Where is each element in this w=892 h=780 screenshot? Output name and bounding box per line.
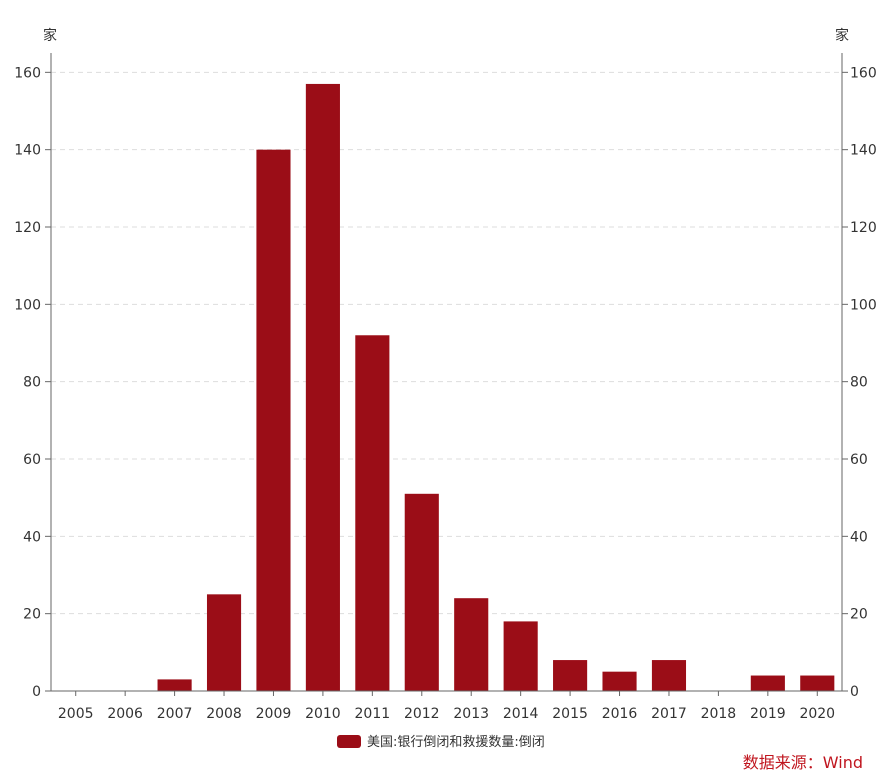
grid-lines: [51, 71, 842, 615]
y-tick-label-left: 60: [23, 452, 41, 468]
x-tick-label: 2005: [58, 706, 94, 722]
x-tick-label: 2014: [503, 706, 539, 722]
legend: 美国:银行倒闭和救援数量:倒闭: [337, 734, 545, 750]
bar-2009: [256, 149, 291, 691]
bar-2020: [800, 675, 835, 691]
y-tick-label-left: 100: [14, 297, 41, 313]
x-tick-label: 2007: [157, 706, 193, 722]
x-tick-label: 2018: [701, 706, 737, 722]
y-tick-label-right: 20: [850, 607, 868, 623]
x-tick-label: 2016: [602, 706, 638, 722]
y-tick-label-right: 40: [850, 529, 868, 545]
bar-2011: [355, 335, 390, 691]
y-tick-label-right: 60: [850, 452, 868, 468]
bar-2019: [750, 675, 785, 691]
y-axis-unit-right: 家: [835, 27, 849, 44]
bar-2008: [206, 594, 242, 691]
bar-2012: [404, 493, 439, 691]
y-tick-label-left: 20: [23, 607, 41, 623]
bar-2015: [553, 660, 588, 691]
y-tick-label-left: 0: [32, 684, 41, 700]
x-tick-label: 2020: [799, 706, 835, 722]
bar-2010: [305, 83, 340, 691]
bars: [157, 83, 835, 691]
x-tick-label: 2010: [305, 706, 341, 722]
y-tick-label-left: 140: [14, 143, 41, 159]
bar-2013: [454, 598, 489, 691]
x-tick-label: 2013: [453, 706, 489, 722]
data-source-note: 数据来源：Wind: [742, 753, 863, 772]
x-tick-label: 2008: [206, 706, 242, 722]
y-tick-label-left: 160: [14, 65, 41, 81]
y-tick-label-right: 120: [850, 220, 877, 236]
y-tick-label-right: 0: [850, 684, 859, 700]
bar-2007: [157, 679, 192, 691]
x-tick-label: 2019: [750, 706, 786, 722]
x-tick-label: 2015: [552, 706, 588, 722]
x-tick-label: 2012: [404, 706, 440, 722]
x-tick-label: 2011: [355, 706, 391, 722]
y-tick-label-right: 140: [850, 143, 877, 159]
x-tick-label: 2009: [256, 706, 292, 722]
legend-label: 美国:银行倒闭和救援数量:倒闭: [367, 734, 545, 750]
x-tick-label: 2017: [651, 706, 687, 722]
bar-2016: [602, 671, 637, 691]
y-tick-label-right: 100: [850, 297, 877, 313]
legend-swatch: [337, 735, 361, 748]
y-tick-label-right: 160: [850, 65, 877, 81]
x-tick-label: 2006: [107, 706, 143, 722]
bar-2017: [651, 660, 687, 691]
y-tick-label-left: 40: [23, 529, 41, 545]
bar-2014: [503, 621, 538, 691]
y-axis-unit-left: 家: [43, 27, 57, 44]
y-tick-label-left: 120: [14, 220, 41, 236]
y-tick-label-right: 80: [850, 375, 868, 391]
y-tick-label-left: 80: [23, 375, 41, 391]
